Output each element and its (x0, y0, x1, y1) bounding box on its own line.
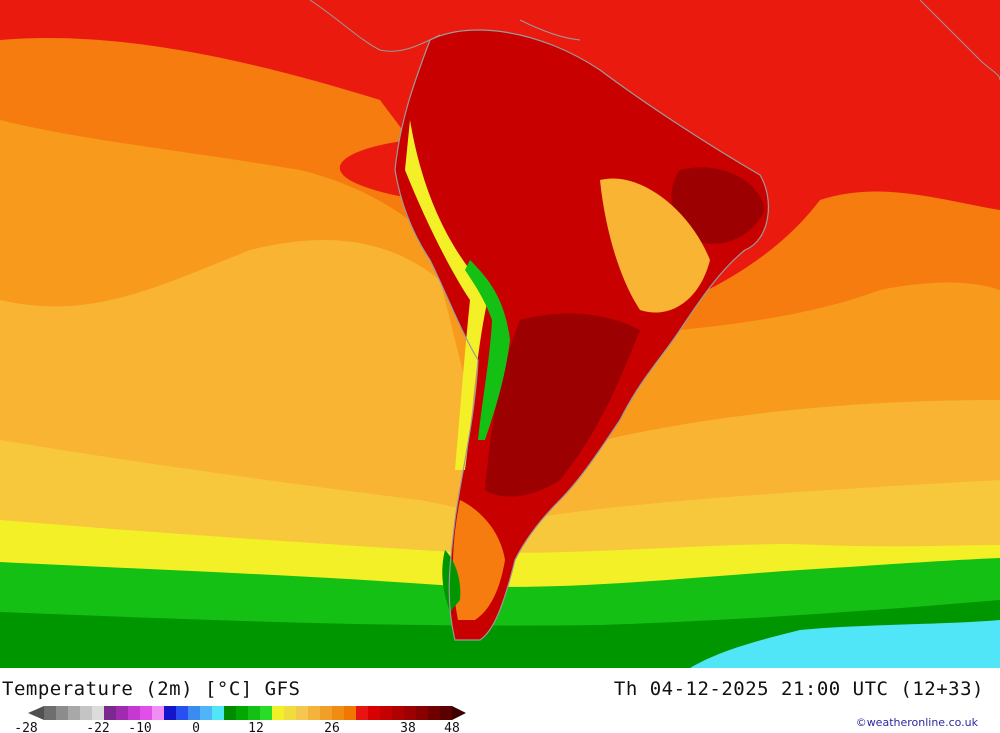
region-northeast-dark (671, 167, 765, 244)
legend-swatch (44, 706, 56, 720)
legend-tick-label: -28 (14, 721, 37, 733)
africa-coast (919, 0, 1000, 81)
credit-link[interactable]: ©weatheronline.co.uk (855, 716, 978, 729)
legend-swatch (104, 706, 116, 720)
legend-tick-label: 12 (248, 721, 264, 733)
legend-tick-label: 26 (324, 721, 340, 733)
legend-swatch (80, 706, 92, 720)
legend-swatch (116, 706, 128, 720)
legend-swatches (28, 706, 466, 720)
legend-swatch (308, 706, 320, 720)
legend-swatch (92, 706, 104, 720)
legend-under-arrow (28, 706, 44, 720)
region-patagonia-orange (452, 500, 505, 620)
legend-swatch (440, 706, 452, 720)
legend-swatch (272, 706, 284, 720)
region-patagonia-green (442, 550, 461, 612)
legend-swatch (344, 706, 356, 720)
legend-over-arrow (452, 706, 466, 720)
legend-swatch (428, 706, 440, 720)
legend-swatch (68, 706, 80, 720)
region-andes-green (465, 260, 510, 440)
legend-swatch (212, 706, 224, 720)
legend-swatch (128, 706, 140, 720)
legend-tick-label: -10 (128, 721, 151, 733)
band-cyan (690, 620, 1000, 668)
legend-swatch (284, 706, 296, 720)
legend-swatch (188, 706, 200, 720)
legend-swatch (320, 706, 332, 720)
legend-labels: -28 -22 -10 0 12 26 38 48 (14, 721, 460, 733)
temperature-map (0, 0, 1000, 668)
legend-swatch (404, 706, 416, 720)
legend-swatch (356, 706, 368, 720)
legend-swatch (368, 706, 380, 720)
legend-swatch (392, 706, 404, 720)
legend-swatch (164, 706, 176, 720)
legend-swatch (200, 706, 212, 720)
legend-tick-label: -22 (86, 721, 109, 733)
color-legend: -28 -22 -10 0 12 26 38 48 (14, 706, 466, 733)
legend-swatch (248, 706, 260, 720)
region-andes-yellow (405, 120, 490, 470)
central-america-coast (309, 0, 581, 52)
legend-swatch (176, 706, 188, 720)
region-central-orange (600, 178, 710, 313)
forecast-timestamp: Th 04-12-2025 21:00 UTC (12+33) (613, 678, 984, 700)
legend-swatch (140, 706, 152, 720)
legend-swatch (224, 706, 236, 720)
legend-swatch (380, 706, 392, 720)
legend-swatch (152, 706, 164, 720)
legend-tick-label: 0 (192, 721, 200, 733)
legend-swatch (56, 706, 68, 720)
legend-swatch (296, 706, 308, 720)
legend-swatch (416, 706, 428, 720)
legend-tick-label: 38 (400, 721, 416, 733)
legend-tick-label: 48 (444, 721, 460, 733)
legend-swatch (236, 706, 248, 720)
legend-swatch (260, 706, 272, 720)
footer-panel (0, 668, 1000, 733)
region-dark-interior (485, 313, 640, 497)
legend-swatch (332, 706, 344, 720)
map-title: Temperature (2m) [°C] GFS (2, 678, 301, 700)
coastline (394, 29, 769, 641)
